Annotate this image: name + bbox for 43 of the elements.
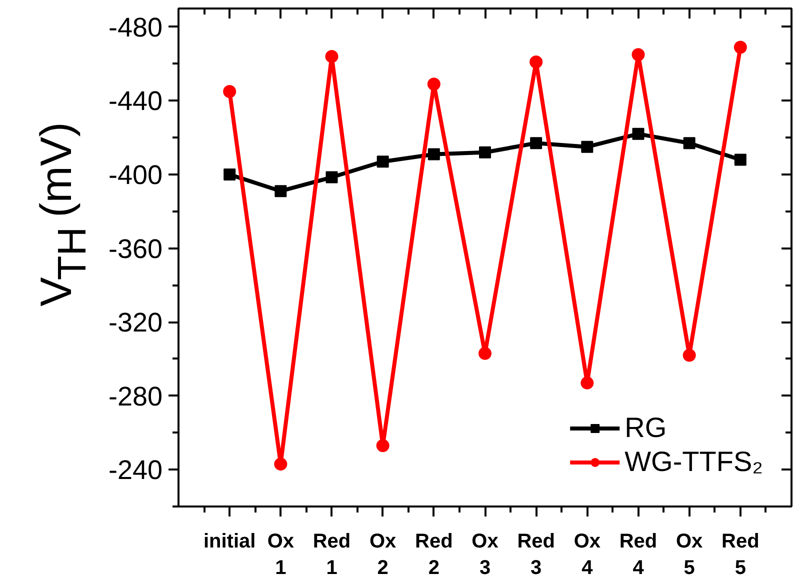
legend-label: RG (624, 412, 667, 444)
point (734, 154, 746, 166)
x-tick-label: Red 5 (722, 530, 760, 579)
point (427, 78, 440, 91)
y-axis-title: VTH (mV) (32, 122, 94, 306)
point (632, 128, 644, 140)
x-tick-label: Ox 3 (472, 530, 498, 579)
y-tick-label: -440 (108, 86, 163, 116)
point (325, 50, 338, 63)
y-tick-label: -360 (108, 234, 163, 264)
point (530, 137, 542, 150)
y-tick-label: -280 (108, 381, 163, 412)
point (223, 85, 236, 98)
y-tick-label: -400 (108, 160, 163, 190)
point (682, 348, 696, 362)
point (478, 346, 492, 360)
legend-label: WG-TTFS₂ (624, 446, 763, 478)
x-tick-label: Ox 2 (369, 530, 396, 579)
x-tick-label: Ox 5 (676, 530, 703, 579)
point (683, 137, 696, 150)
point (326, 171, 338, 184)
point (479, 146, 491, 158)
y-tick-label: -480 (108, 12, 163, 42)
x-tick-label: Ox 1 (267, 530, 294, 579)
x-tick-label: Red 3 (517, 530, 555, 579)
point (580, 376, 594, 390)
point (428, 148, 440, 160)
point (274, 458, 288, 471)
point (530, 56, 543, 68)
y-tick-label: -320 (108, 308, 163, 338)
point (632, 48, 645, 62)
point (734, 40, 747, 54)
y-tick-label: -240 (108, 455, 163, 486)
point (224, 168, 236, 180)
x-tick-label: Red 4 (619, 530, 658, 579)
x-tick-label: initial (203, 530, 256, 552)
x-tick-label: Ox 4 (574, 530, 601, 579)
point (376, 156, 389, 168)
point (274, 185, 287, 198)
x-tick-label: Red 2 (415, 530, 453, 579)
point (376, 439, 390, 452)
x-tick-label: Red 1 (312, 530, 351, 579)
point (581, 140, 594, 153)
